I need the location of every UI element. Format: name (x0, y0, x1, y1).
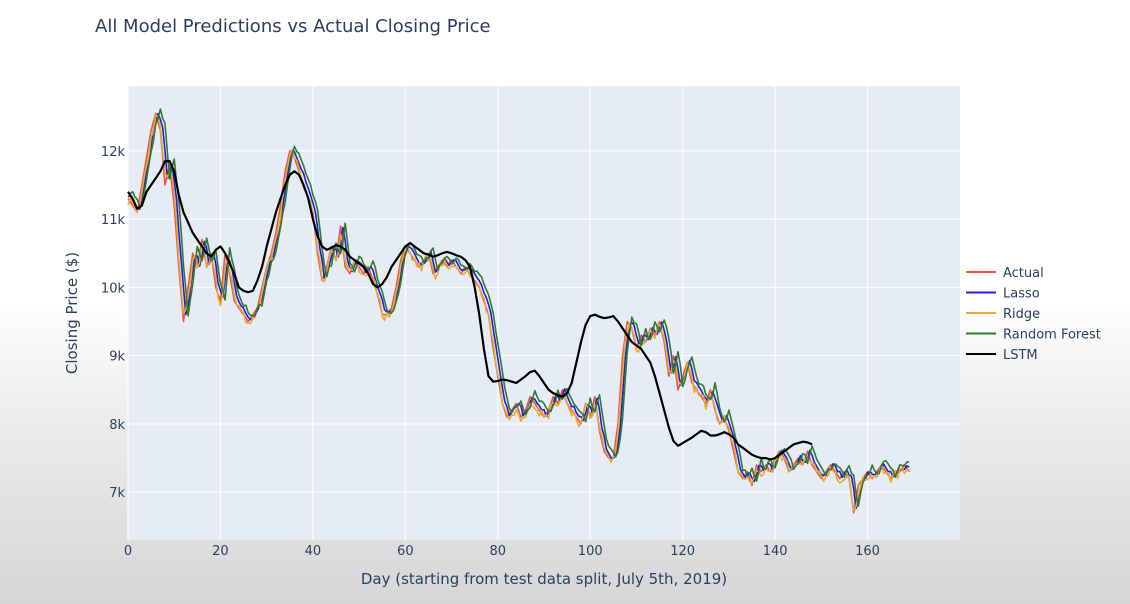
y-axis-title: Closing Price ($) (63, 252, 81, 374)
axis-ticks: 0 20 40 60 80 100 120 140 160 7k 8k 9k 10k 11k 12k (101, 145, 880, 559)
legend-label: Actual (1003, 266, 1044, 281)
x-tick-label: 160 (855, 544, 880, 559)
x-tick-label: 140 (763, 544, 788, 559)
series-lines (127, 108, 910, 514)
y-tick-label: 10k (101, 281, 126, 296)
series-line-lstm (127, 160, 813, 461)
legend-item[interactable]: Ridge (966, 307, 1040, 322)
y-tick-label: 8k (109, 418, 125, 433)
x-tick-label: 40 (305, 544, 322, 559)
legend[interactable]: Actual Lasso Ridge Random Forest LSTM (966, 266, 1101, 363)
x-tick-label: 80 (490, 544, 507, 559)
x-tick-label: 20 (212, 544, 229, 559)
y-tick-label: 12k (101, 145, 126, 160)
legend-label: Ridge (1003, 307, 1040, 322)
legend-item[interactable]: Random Forest (966, 328, 1101, 343)
x-tick-label: 0 (124, 544, 132, 559)
legend-item[interactable]: Actual (966, 266, 1044, 281)
y-tick-label: 7k (109, 486, 125, 501)
legend-label: Random Forest (1003, 328, 1101, 343)
chart-title: All Model Predictions vs Actual Closing … (95, 16, 491, 37)
gridlines (127, 86, 960, 540)
legend-item[interactable]: LSTM (966, 348, 1038, 363)
y-tick-label: 9k (109, 350, 125, 365)
legend-label: Lasso (1003, 287, 1040, 302)
y-tick-label: 11k (101, 213, 126, 228)
x-axis-title: Day (starting from test data split, July… (361, 570, 727, 588)
x-tick-label: 60 (397, 544, 414, 559)
legend-item[interactable]: Lasso (966, 287, 1040, 302)
x-tick-label: 100 (578, 544, 603, 559)
legend-label: LSTM (1003, 348, 1038, 363)
plot-area (128, 86, 960, 540)
x-tick-label: 120 (670, 544, 695, 559)
